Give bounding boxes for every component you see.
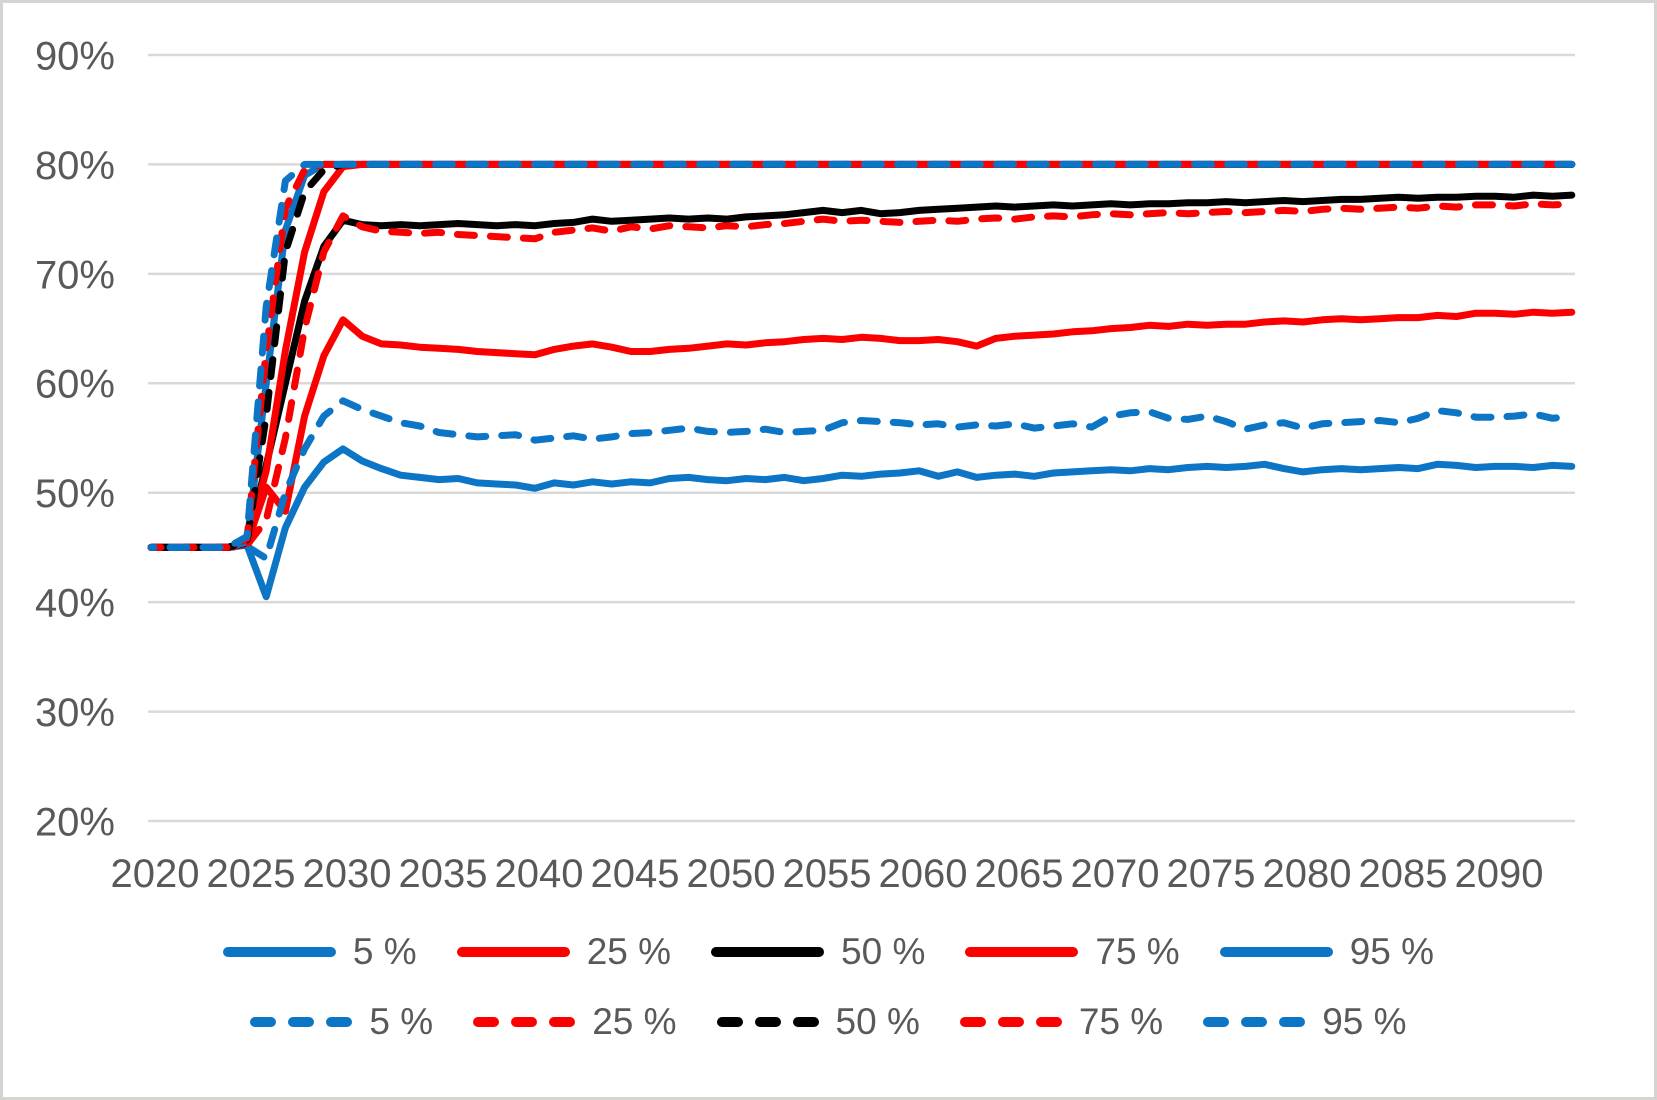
x-axis-label-2020: 2020: [111, 852, 200, 896]
legend-entry-solid-25: 25 %: [456, 931, 672, 972]
legend-swatch-dashed-blue: [250, 1016, 353, 1027]
legend-entry-dashed-5: 5 %: [250, 1003, 433, 1040]
legend-entry-solid-5: 5 %: [222, 931, 417, 972]
legend-swatch-dashed-blue2: [1203, 1016, 1306, 1027]
legend: 5 % 25 % 50 % 75 % 95 % 5 %: [3, 933, 1654, 1040]
legend-entry-solid-75: 75 %: [965, 931, 1180, 972]
y-axis-label-50%: 50%: [35, 472, 115, 516]
legend-entry-dashed-75: 75 %: [959, 1001, 1164, 1042]
x-axis-label-2090: 2090: [1455, 852, 1544, 896]
legend-entry-dashed-95: 95 %: [1203, 1001, 1407, 1042]
legend-label: 5 %: [369, 1001, 434, 1042]
legend-entry-solid-95: 95 %: [1219, 931, 1435, 972]
y-axis-label-70%: 70%: [35, 253, 115, 297]
series-line-solid-25%: [147, 308, 1576, 551]
legend-label: 50 %: [835, 1001, 920, 1042]
x-axis-label-2085: 2085: [1359, 852, 1448, 896]
x-axis-label-2075: 2075: [1167, 852, 1256, 896]
x-axis-label-2055: 2055: [783, 852, 872, 896]
x-axis-label-2045: 2045: [591, 852, 680, 896]
legend-label: 75 %: [1078, 1001, 1164, 1042]
x-axis-label-2025: 2025: [207, 852, 296, 896]
legend-label: 25 %: [586, 931, 672, 972]
legend-label: 95 %: [1349, 931, 1435, 972]
legend-entry-dashed-25: 25 %: [473, 1001, 677, 1042]
x-axis-label-2060: 2060: [879, 852, 968, 896]
x-axis-label-2050: 2050: [687, 852, 776, 896]
legend-swatch-solid-blue: [222, 946, 336, 957]
legend-swatch-solid-red: [456, 946, 570, 957]
x-axis-label-2070: 2070: [1071, 852, 1160, 896]
legend-entry-dashed-50: 50 %: [716, 1001, 920, 1042]
legend-swatch-dashed-red2: [959, 1016, 1062, 1027]
series-line-dashed-5%: [147, 397, 1576, 562]
legend-row-dashed: 5 % 25 % 50 % 75 % 95 %: [250, 1001, 1407, 1042]
legend-entry-solid-50: 50 %: [711, 933, 925, 970]
legend-swatch-dashed-red: [473, 1016, 576, 1027]
legend-swatch-solid-blue2: [1219, 946, 1333, 957]
legend-label: 75 %: [1095, 931, 1180, 972]
series-line-dashed-25%: [147, 200, 1576, 551]
x-axis-label-2040: 2040: [495, 852, 584, 896]
x-axis-label-2035: 2035: [399, 852, 488, 896]
y-axis-label-90%: 90%: [35, 34, 115, 78]
legend-swatch-dashed-black: [716, 1016, 819, 1027]
y-axis-label-30%: 30%: [35, 691, 115, 735]
legend-swatch-solid-black: [711, 946, 825, 957]
x-axis-label-2030: 2030: [303, 852, 392, 896]
x-axis-label-2080: 2080: [1263, 852, 1352, 896]
y-axis-label-80%: 80%: [35, 144, 115, 188]
plot-area: 90% 80% 70% 60% 50% 40% 30% 20% 2020 2025 2030 2035…: [35, 34, 1576, 896]
y-axis-label-20%: 20%: [35, 800, 115, 844]
series-line-solid-5%: [147, 445, 1576, 601]
legend-swatch-solid-red2: [965, 946, 1079, 957]
legend-label: 95 %: [1322, 1001, 1407, 1042]
series-line-dashed-95%: [147, 160, 1576, 551]
legend-label: 5 %: [352, 931, 417, 972]
legend-label: 25 %: [592, 1001, 677, 1042]
legend-label: 50 %: [841, 931, 926, 972]
y-axis-label-60%: 60%: [35, 363, 115, 407]
legend-row-solid: 5 % 25 % 50 % 75 % 95 %: [222, 931, 1435, 972]
y-axis-label-40%: 40%: [35, 582, 115, 626]
x-axis-label-2065: 2065: [975, 852, 1064, 896]
series-line-solid-50%: [147, 191, 1576, 551]
